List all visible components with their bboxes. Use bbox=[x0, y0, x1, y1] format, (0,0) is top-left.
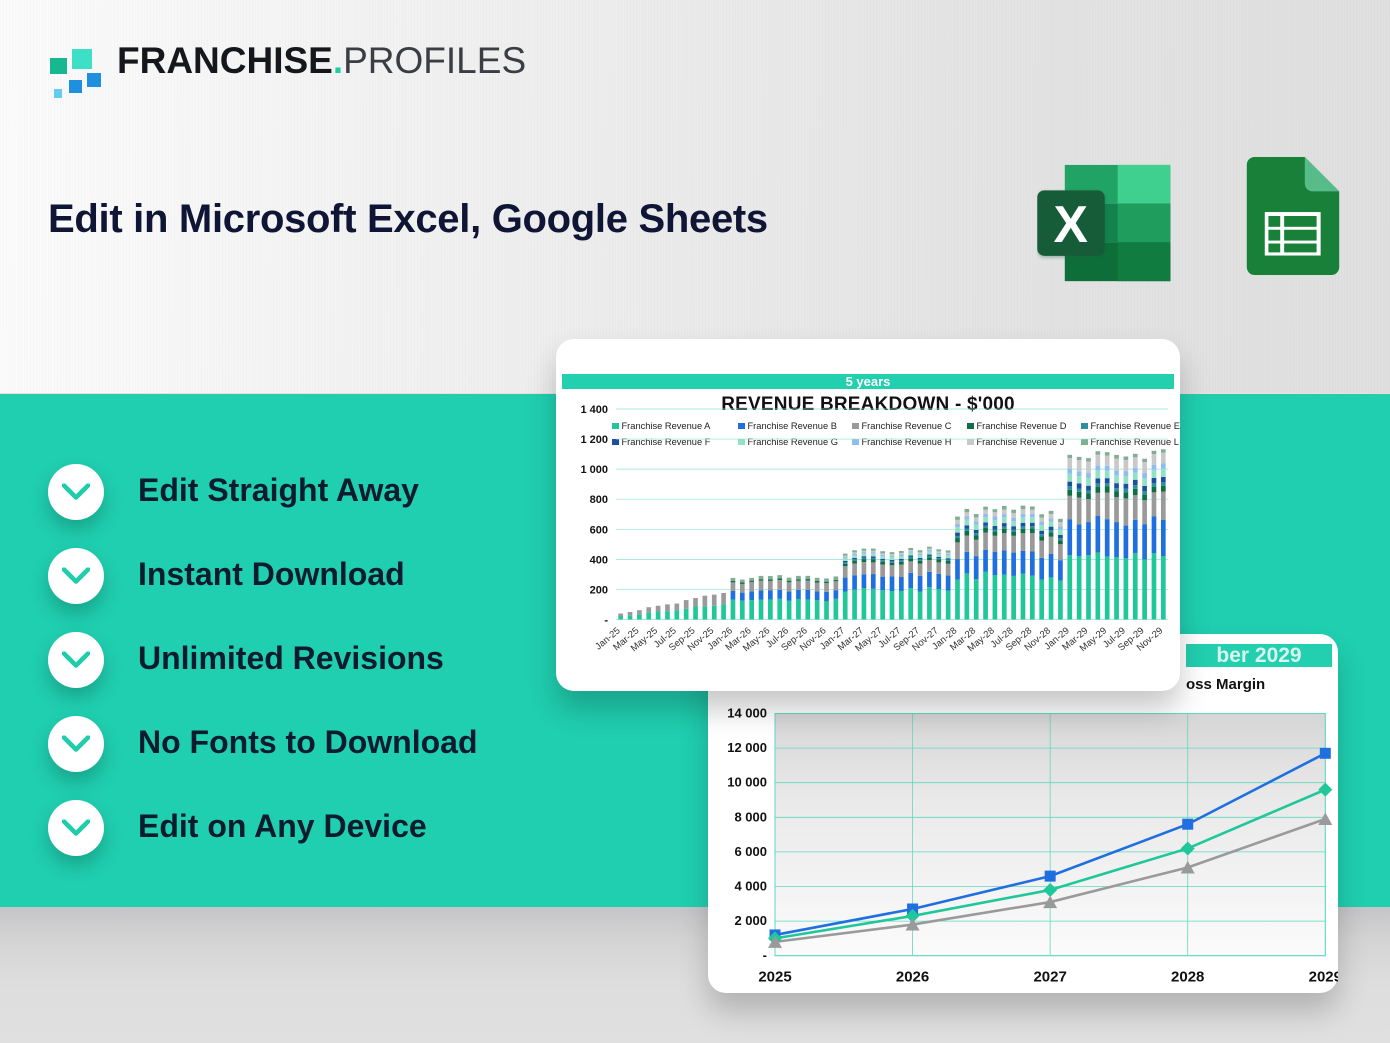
svg-text:2028: 2028 bbox=[1171, 969, 1204, 986]
svg-text:2 000: 2 000 bbox=[734, 913, 767, 928]
svg-text:1 200: 1 200 bbox=[580, 434, 608, 446]
svg-text:200: 200 bbox=[590, 584, 608, 596]
svg-text:-: - bbox=[763, 948, 767, 963]
svg-text:2025: 2025 bbox=[758, 969, 791, 986]
svg-text:2026: 2026 bbox=[896, 969, 929, 986]
svg-text:800: 800 bbox=[590, 494, 608, 506]
svg-text:600: 600 bbox=[590, 524, 608, 536]
svg-text:1 000: 1 000 bbox=[580, 464, 608, 476]
svg-text:6 000: 6 000 bbox=[734, 844, 767, 859]
svg-text:8 000: 8 000 bbox=[734, 809, 767, 824]
svg-text:10 000: 10 000 bbox=[727, 775, 767, 790]
svg-text:4 000: 4 000 bbox=[734, 879, 767, 894]
svg-text:-: - bbox=[604, 615, 608, 627]
svg-text:12 000: 12 000 bbox=[727, 740, 767, 755]
svg-text:2029: 2029 bbox=[1309, 969, 1338, 986]
svg-text:1 400: 1 400 bbox=[580, 404, 608, 416]
svg-text:2027: 2027 bbox=[1033, 969, 1066, 986]
svg-text:400: 400 bbox=[590, 554, 608, 566]
svg-text:14 000: 14 000 bbox=[727, 706, 767, 721]
svg-text:X: X bbox=[1054, 195, 1088, 253]
